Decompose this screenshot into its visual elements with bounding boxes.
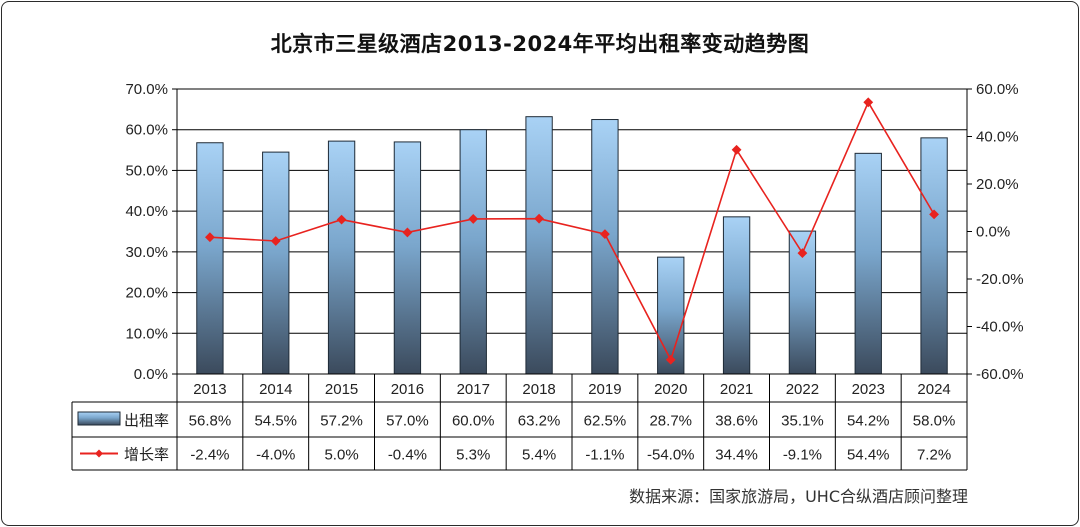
line-data-label: -0.4% — [388, 447, 427, 464]
left-axis-tick-label: 10.0% — [125, 325, 168, 342]
left-axis-tick-label: 60.0% — [125, 122, 168, 139]
bar-2013 — [196, 142, 224, 375]
point-2020 — [665, 354, 676, 365]
grid-lines — [177, 88, 967, 375]
bar-data-label: 58.0% — [913, 413, 956, 430]
bar-data-label: 56.8% — [189, 413, 232, 430]
point-2015 — [336, 214, 347, 225]
bar-data-label: 60.0% — [452, 413, 495, 430]
chart-title: 北京市三星级酒店2013-2024年平均出租率变动趋势图 — [270, 32, 810, 56]
right-axis-tick-label: -20.0% — [976, 271, 1024, 288]
category-label: 2019 — [588, 381, 621, 398]
line-data-label: 5.4% — [522, 447, 556, 464]
bar-data-label: 38.6% — [715, 413, 758, 430]
source-note: 数据来源：国家旅游局，UHC合纵酒店顾问整理 — [629, 487, 968, 506]
category-label: 2018 — [522, 381, 555, 398]
bar-data-label: 28.7% — [649, 413, 692, 430]
bar-2021 — [722, 216, 751, 375]
point-2014 — [270, 236, 281, 246]
data-table: 2013 2014 2015 2016 2017 2018 2019 2020 2021 2022… — [71, 374, 968, 471]
category-label: 2023 — [852, 381, 885, 398]
bar-data-label: 54.2% — [847, 413, 890, 430]
point-2019 — [600, 229, 610, 240]
plot-area-border — [176, 88, 968, 375]
category-label: 2013 — [193, 381, 226, 398]
legend-bar-label: 出租率 — [124, 412, 169, 430]
bar-data-label: 62.5% — [584, 413, 627, 430]
point-2017 — [468, 214, 479, 224]
bar-2020 — [657, 256, 685, 375]
point-2024 — [929, 209, 939, 220]
category-label: 2021 — [720, 381, 753, 398]
growth-line — [209, 100, 935, 362]
right-axis-tick-label: -60.0% — [976, 366, 1024, 383]
category-label: 2014 — [259, 381, 292, 398]
line-data-label: 54.4% — [847, 447, 890, 464]
legend-line-label: 增长率 — [124, 446, 169, 464]
left-axis-tick-label: 40.0% — [125, 203, 168, 220]
bar-data-label: 54.5% — [254, 413, 297, 430]
line-data-label: -2.4% — [190, 447, 229, 464]
line-data-label: 34.4% — [715, 447, 758, 464]
line-data-label: -54.0% — [647, 447, 695, 464]
point-2023 — [863, 97, 874, 108]
bar-series — [196, 116, 948, 375]
bar-data-label: 57.0% — [386, 413, 429, 430]
left-axis-tick-label: 30.0% — [125, 244, 168, 261]
category-label: 2020 — [654, 381, 687, 398]
line-data-label: -1.1% — [585, 447, 624, 464]
left-axis-tick-label: 20.0% — [125, 285, 168, 302]
right-axis-tick-label: 20.0% — [976, 176, 1019, 193]
point-2016 — [402, 227, 413, 238]
left-axis-tick-label: 0.0% — [134, 366, 168, 383]
category-label: 2024 — [917, 381, 950, 398]
point-2018 — [534, 213, 544, 224]
bar-2017 — [459, 129, 487, 375]
point-2021 — [731, 144, 742, 155]
bar-2018 — [525, 116, 553, 375]
legend-bar-swatch — [77, 411, 121, 426]
left-axis-tick-label: 50.0% — [125, 162, 168, 179]
right-axis-tick-label: 0.0% — [976, 224, 1010, 241]
line-data-label: 5.0% — [324, 447, 358, 464]
bar-2023 — [854, 152, 882, 375]
bar-2015 — [327, 140, 356, 375]
line-data-label: 5.3% — [456, 447, 490, 464]
point-2022 — [797, 248, 808, 259]
right-axis-tick-label: -40.0% — [976, 319, 1024, 336]
right-axis-tick-label: 60.0% — [976, 81, 1019, 98]
bar-data-label: 63.2% — [518, 413, 561, 430]
point-2013 — [205, 232, 215, 243]
bar-data-label: 35.1% — [781, 413, 824, 430]
bar-2024 — [920, 137, 948, 375]
category-label: 2022 — [786, 381, 819, 398]
line-data-label: -9.1% — [783, 447, 822, 464]
legend-line-marker — [95, 449, 103, 458]
axes: 0.0% 10.0% 20.0% 30.0% 40.0% 50.0% 60.0% 70.0% -… — [125, 81, 1023, 383]
right-axis-tick-label: 40.0% — [976, 129, 1019, 146]
category-label: 2015 — [325, 381, 358, 398]
line-series — [205, 97, 939, 365]
bar-data-label: 57.2% — [320, 413, 363, 430]
line-data-label: 7.2% — [917, 447, 951, 464]
bar-2019 — [591, 119, 619, 375]
bar-2014 — [262, 151, 290, 375]
bar-2016 — [393, 141, 422, 375]
left-axis-tick-label: 70.0% — [125, 81, 168, 98]
category-label: 2017 — [457, 381, 490, 398]
category-label: 2016 — [391, 381, 424, 398]
line-data-label: -4.0% — [256, 447, 295, 464]
